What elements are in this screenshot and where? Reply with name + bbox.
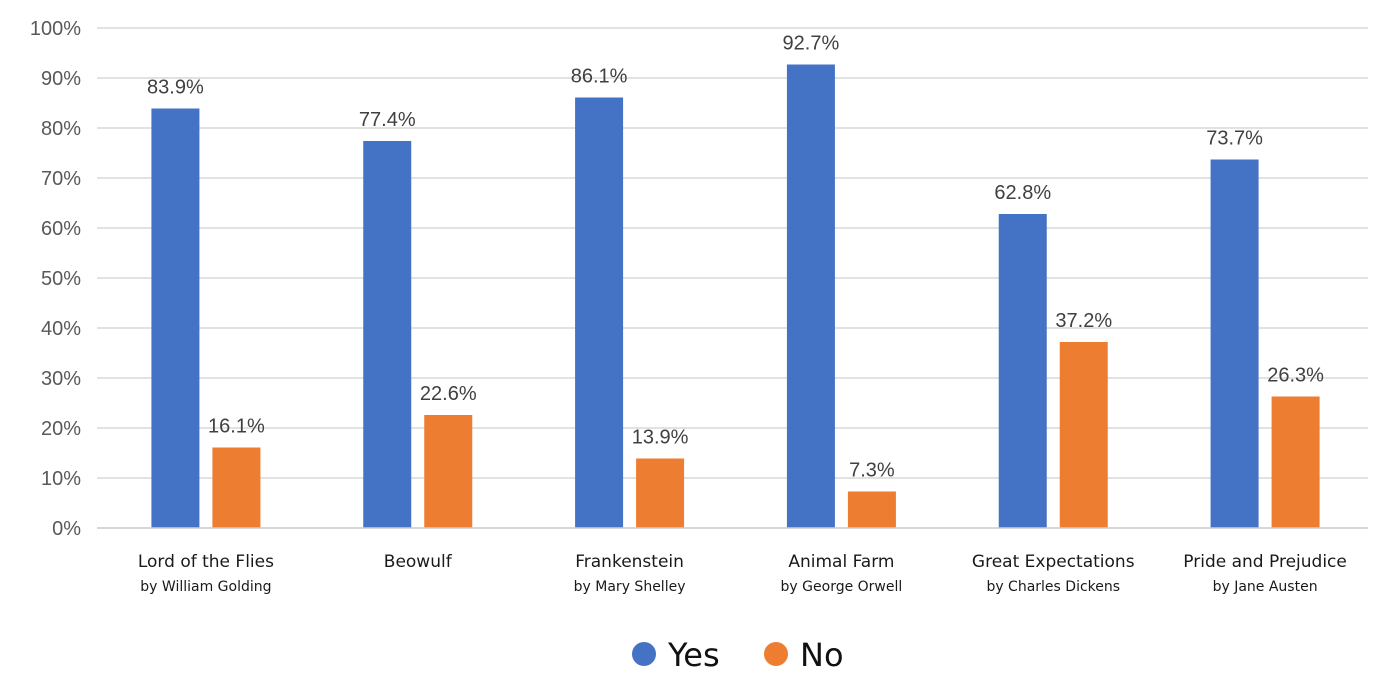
legend-label-yes: Yes [667,636,720,674]
y-tick-label: 80% [41,118,81,140]
y-tick-label: 70% [41,168,81,190]
bar-no [424,415,473,528]
bar-yes [1210,159,1259,528]
x-tick-label: Pride and Prejudice [1183,552,1347,572]
y-tick-label: 100% [30,18,81,40]
data-label: 62.8% [994,182,1051,204]
data-label: 7.3% [849,460,895,482]
legend-marker-yes [632,642,656,666]
x-tick-sublabel: by Charles Dickens [986,579,1120,595]
x-tick-sublabel: by Jane Austen [1213,579,1318,595]
data-label: 22.6% [420,383,477,405]
gridlines [97,27,1368,529]
data-label: 73.7% [1206,128,1263,150]
y-tick-label: 10% [41,468,81,490]
data-label: 16.1% [208,416,265,438]
bar-no [212,447,261,528]
y-tick-label: 90% [41,68,81,90]
y-tick-label: 50% [41,268,81,290]
data-label: 77.4% [359,109,416,131]
legend: Yes No [632,636,844,674]
data-label: 26.3% [1267,365,1324,387]
x-tick-label: Great Expectations [972,552,1135,572]
y-tick-label: 40% [41,318,81,340]
x-tick-label: Animal Farm [788,552,894,572]
bar-yes [998,214,1047,528]
legend-marker-no [764,642,788,666]
x-tick-label: Frankenstein [575,552,684,572]
y-tick-label: 0% [52,518,81,540]
data-label: 37.2% [1055,310,1112,332]
x-tick-sublabel: by William Golding [140,579,271,595]
bar-no [847,491,896,528]
bar-no [1059,342,1108,528]
y-tick-label: 60% [41,218,81,240]
legend-label-no: No [800,636,844,674]
bar-yes [575,97,624,528]
bars [151,64,1320,528]
bar-yes [151,108,200,528]
data-labels: 83.9% 16.1% 77.4% 22.6% 86.1% 13.9% 92.7% 7.3% 6… [147,33,1324,482]
data-label: 13.9% [632,427,689,449]
data-label: 86.1% [571,66,628,88]
bar-no [636,458,685,528]
data-label: 83.9% [147,77,204,99]
bar-no [1271,396,1320,528]
y-tick-label: 30% [41,368,81,390]
x-tick-sublabel: by Mary Shelley [574,579,686,595]
y-axis: 0% 10% 20% 30% 40% 50% 60% 70% 80% 90% 100% [30,18,81,540]
x-tick-label: Beowulf [384,552,453,572]
data-label: 92.7% [783,33,840,55]
x-axis: Lord of the Flies by William Golding Beowu… [97,527,1368,595]
x-tick-sublabel: by George Orwell [781,579,903,595]
x-tick-label: Lord of the Flies [138,552,274,572]
bar-yes [363,141,412,528]
bar-yes [786,64,835,528]
y-tick-label: 20% [41,418,81,440]
